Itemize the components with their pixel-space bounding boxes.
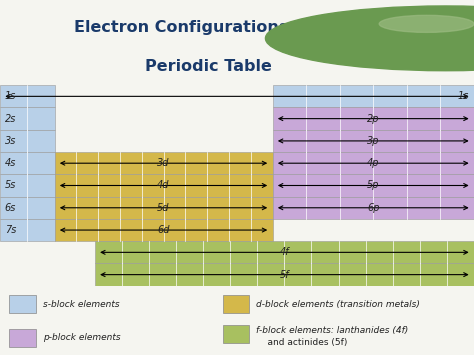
Text: 4d: 4d: [157, 180, 170, 191]
Text: 2s: 2s: [5, 114, 16, 124]
Text: 5s: 5s: [5, 180, 16, 191]
Text: 5d: 5d: [157, 203, 170, 213]
Text: 1s: 1s: [5, 91, 16, 101]
Text: Periodic Table: Periodic Table: [145, 59, 272, 74]
Bar: [273, 197, 474, 219]
Bar: [223, 325, 249, 343]
Text: Electron Configurations & the: Electron Configurations & the: [73, 20, 344, 35]
Text: 4f: 4f: [280, 247, 289, 257]
Bar: [55, 152, 273, 174]
Bar: [0, 219, 55, 241]
Bar: [9, 329, 36, 347]
Bar: [0, 174, 55, 197]
Bar: [273, 152, 474, 174]
Text: 5p: 5p: [367, 180, 380, 191]
Bar: [55, 197, 273, 219]
Text: 7s: 7s: [5, 225, 16, 235]
Text: 3p: 3p: [367, 136, 380, 146]
Bar: [95, 263, 474, 286]
Circle shape: [379, 15, 474, 32]
Text: 2p: 2p: [367, 114, 380, 124]
Text: 3s: 3s: [5, 136, 16, 146]
Bar: [0, 108, 55, 130]
Bar: [55, 219, 273, 241]
Bar: [95, 241, 474, 263]
Text: 4p: 4p: [367, 158, 380, 168]
Bar: [0, 130, 55, 152]
Bar: [273, 174, 474, 197]
Bar: [223, 295, 249, 313]
Text: 6s: 6s: [5, 203, 16, 213]
Bar: [273, 130, 474, 152]
Bar: [0, 85, 55, 108]
Text: 5f: 5f: [280, 270, 289, 280]
Text: and actinides (5f): and actinides (5f): [256, 338, 347, 347]
Bar: [273, 85, 474, 108]
Text: 4s: 4s: [5, 158, 16, 168]
Text: 6p: 6p: [367, 203, 380, 213]
Bar: [0, 152, 55, 174]
Bar: [55, 174, 273, 197]
Text: 3d: 3d: [157, 158, 170, 168]
Text: f-block elements: lanthanides (4f): f-block elements: lanthanides (4f): [256, 326, 408, 334]
Bar: [273, 108, 474, 130]
Text: p-block elements: p-block elements: [43, 333, 120, 342]
Circle shape: [265, 6, 474, 71]
Text: s-block elements: s-block elements: [43, 300, 119, 309]
Text: 6d: 6d: [157, 225, 170, 235]
Bar: [0, 197, 55, 219]
Bar: [9, 295, 36, 313]
Text: 1s: 1s: [458, 91, 469, 101]
Text: d-block elements (transition metals): d-block elements (transition metals): [256, 300, 420, 309]
